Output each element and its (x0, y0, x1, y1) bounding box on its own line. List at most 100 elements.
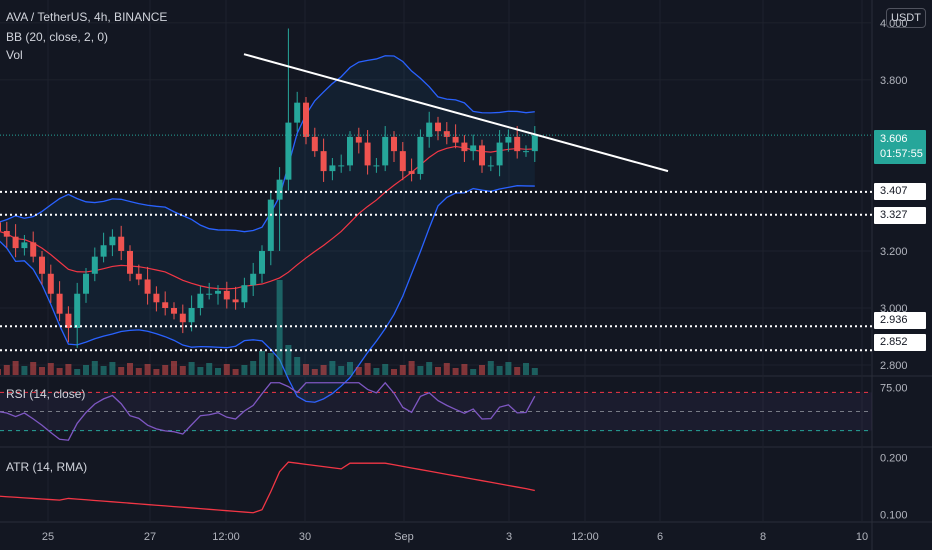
volume-bar (65, 364, 72, 375)
bb-legend[interactable]: BB (20, close, 2, 0) (6, 30, 109, 44)
candle-body (135, 273, 142, 280)
current-price-value: 3.606 (880, 133, 908, 145)
volume-bar (373, 368, 380, 375)
volume-bar (206, 363, 213, 375)
volume-bar (30, 362, 37, 375)
candle-body (206, 293, 213, 295)
time-tick-label: 27 (144, 531, 156, 543)
volume-bar (47, 363, 54, 375)
atr-tick-label: 0.100 (880, 509, 908, 521)
volume-bar (223, 364, 230, 375)
time-tick-label: 25 (42, 531, 54, 543)
horizontal-levels[interactable] (0, 134, 872, 352)
currency-selector[interactable]: USDT (886, 8, 926, 28)
volume-bar (443, 363, 450, 375)
volume-bar (505, 362, 512, 375)
candle-body (487, 165, 494, 167)
rsi-tick-label: 75.00 (880, 383, 908, 395)
volume-bar (232, 369, 239, 375)
candle-body (505, 136, 512, 143)
candle-body (188, 307, 195, 323)
candle-body (21, 242, 28, 249)
volume-bar (347, 362, 353, 375)
atr-pane (0, 461, 535, 514)
candle-body (153, 293, 160, 303)
volume-bar (487, 361, 494, 375)
volume-bar (100, 366, 107, 375)
volume-bar (91, 361, 98, 375)
bb-fill (0, 55, 535, 403)
candle-body (391, 136, 397, 152)
volume-bar (179, 366, 186, 375)
volume-bar (250, 361, 257, 375)
volume-bar (355, 367, 362, 375)
time-tick-label: 3 (506, 531, 512, 543)
volume-bar (303, 364, 309, 375)
level-tag-1: 3.407 (874, 183, 926, 200)
candle-body (285, 122, 292, 180)
volume-bar (320, 365, 327, 375)
symbol-title[interactable]: AVA / TetherUS, 4h, BINANCE (6, 10, 168, 24)
volume-bar (127, 363, 133, 375)
volume-bar (470, 369, 477, 375)
volume-bar (241, 365, 248, 375)
bar-countdown: 01:57:55 (880, 148, 923, 160)
volume-bar (0, 369, 1, 375)
time-tick-label: 12:00 (571, 531, 599, 543)
candle-body (523, 151, 529, 153)
volume-bar (496, 366, 503, 375)
volume-bar (162, 365, 169, 375)
candle-body (241, 285, 248, 303)
candle-body (12, 236, 19, 249)
candle-body (311, 136, 318, 152)
bb-basis-line (0, 145, 535, 290)
volume-bar (197, 367, 204, 375)
candle-body (461, 142, 468, 152)
volume-bar (3, 365, 10, 375)
candle-body (109, 236, 116, 246)
candle-body (355, 136, 362, 143)
candle-body (373, 165, 380, 167)
candle-body (74, 293, 81, 328)
volume-bar (259, 351, 265, 375)
time-tick-label: 10 (856, 531, 868, 543)
candle-body (452, 136, 459, 143)
candle-body (215, 290, 221, 294)
atr-legend[interactable]: ATR (14, RMA) (6, 460, 88, 474)
candle-body (39, 256, 45, 274)
candle-body (3, 230, 10, 237)
volume-bar (215, 368, 221, 375)
time-tick-label: 8 (760, 531, 766, 543)
volume-bar (39, 367, 45, 375)
candle-body (531, 135, 538, 152)
candle-body (479, 145, 485, 166)
atr-tick-label: 0.200 (880, 453, 908, 465)
candle-body (417, 136, 424, 174)
candle-body (47, 273, 54, 294)
candle-body (127, 250, 133, 274)
level-tag-2: 3.327 (874, 207, 926, 224)
volume-bar (144, 364, 151, 375)
candle-body (0, 222, 1, 231)
volume-bar (391, 369, 397, 375)
volume-bar (153, 369, 160, 375)
rsi-legend[interactable]: RSI (14, close) (6, 387, 86, 401)
trendline-drawing[interactable] (243, 53, 669, 173)
bb-upper-line (0, 55, 535, 233)
volume-bar (276, 280, 283, 375)
volume-bar (523, 363, 529, 375)
candle-body (250, 273, 257, 286)
bb-lower-line (0, 185, 535, 403)
atr-line (0, 461, 535, 514)
volume-bar (426, 362, 433, 375)
price-candles[interactable] (0, 28, 538, 348)
volume-bar (188, 362, 195, 375)
candle-body (408, 171, 415, 174)
volume-bar (408, 361, 415, 375)
candle-body (83, 273, 89, 294)
volume-bar (417, 366, 424, 375)
volume-bar (531, 368, 538, 375)
volume-legend[interactable]: Vol (6, 48, 23, 62)
